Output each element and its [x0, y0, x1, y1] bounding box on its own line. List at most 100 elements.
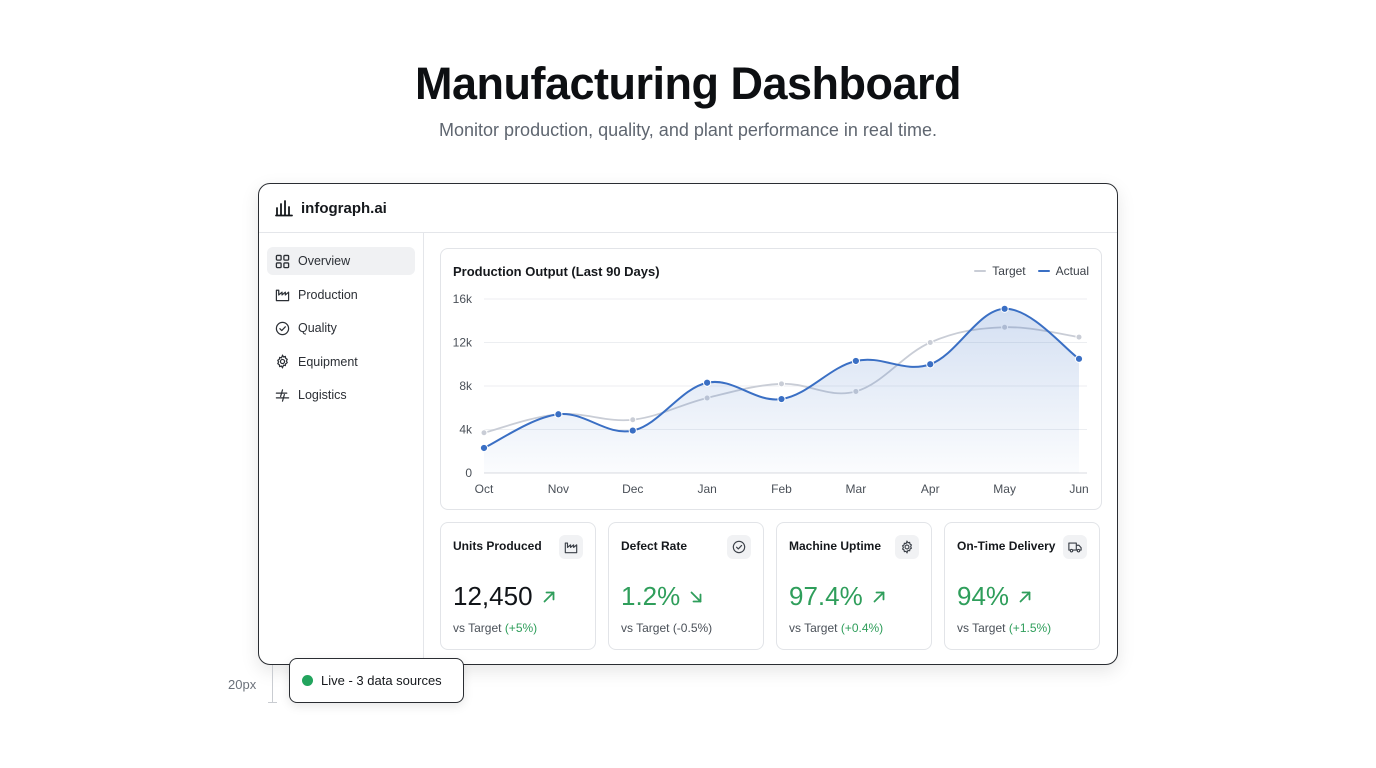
spacing-annotation-label: 20px	[228, 677, 257, 692]
kpi-title: Units Produced	[453, 539, 542, 553]
sidebar-item-quality[interactable]: Quality	[267, 314, 415, 342]
kpi-value: 1.2%	[621, 581, 704, 612]
spacing-annotation-line	[272, 665, 273, 703]
data-point-actual	[926, 360, 935, 369]
kpi-card-defect-rate[interactable]: Defect Rate 1.2% vs Target (-0.5%)	[608, 522, 764, 650]
chart-legend: Target Actual	[962, 264, 1089, 278]
data-point-target	[926, 339, 934, 346]
x-tick-label: Jun	[1069, 482, 1088, 496]
y-tick-label: 12k	[453, 336, 473, 350]
kpi-subtext: vs Target (+5%)	[453, 621, 537, 635]
kpi-subtext: vs Target (+1.5%)	[957, 621, 1051, 635]
kpi-value-text: 94%	[957, 581, 1010, 611]
series-area-actual	[484, 308, 1079, 473]
data-point-target	[1075, 333, 1083, 341]
data-point-actual	[554, 410, 563, 419]
kpi-delta: (-0.5%)	[672, 621, 713, 635]
page-subtitle: Monitor production, quality, and plant p…	[439, 120, 937, 140]
chart-title: Production Output (Last 90 Days)	[453, 264, 660, 279]
data-point-actual	[703, 378, 712, 387]
kpi-icon-badge	[727, 535, 751, 559]
kpi-icon-badge	[559, 535, 583, 559]
production-chart: 0 4k 8k 12k 16k Oct Nov Dec Jan Feb Mar Apr May Jun	[453, 292, 1089, 496]
x-tick-label: Dec	[622, 482, 643, 496]
data-point-actual	[1000, 304, 1009, 313]
sidebar-item-equipment[interactable]: Equipment	[267, 348, 415, 376]
sidebar-item-production[interactable]: Production	[267, 281, 415, 309]
kpi-subtext: vs Target (+0.4%)	[789, 621, 883, 635]
sidebar-item-logistics[interactable]: Logistics	[267, 381, 415, 409]
kpi-title: Machine Uptime	[789, 539, 882, 553]
sidebar-item-label: Quality	[298, 321, 337, 335]
data-point-actual	[851, 356, 860, 366]
data-point-target	[778, 380, 785, 388]
x-tick-label: Feb	[771, 482, 792, 496]
live-status-badge[interactable]: Live - 3 data sources	[289, 658, 464, 703]
brand-name[interactable]: infograph.ai	[301, 199, 387, 217]
kpi-value-text: 12,450	[453, 581, 533, 611]
data-point-actual	[479, 443, 489, 453]
gear-icon	[901, 540, 913, 554]
check-circle-icon	[732, 540, 746, 554]
legend-swatch-actual	[1037, 270, 1050, 272]
kpi-value: 12,450	[453, 581, 557, 612]
gear-icon	[277, 354, 288, 369]
y-tick-label: 16k	[453, 292, 473, 306]
kpi-card-units-produced[interactable]: Units Produced 12,450 vs Target (+5%)	[440, 522, 596, 650]
truck-icon	[1068, 542, 1082, 553]
kpi-title: Defect Rate	[621, 539, 688, 553]
production-chart-card: 0 4k 8k 12k 16k Oct Nov Dec Jan Feb Mar Apr May Jun P…	[440, 248, 1102, 510]
sidebar-item-overview[interactable]: Overview	[267, 247, 415, 275]
trend-down-icon	[690, 591, 702, 602]
data-point-target	[629, 416, 637, 424]
kpi-sub-prefix: vs Target	[621, 621, 670, 635]
kpi-value: 97.4%	[789, 581, 887, 612]
kpi-card-on-time-delivery[interactable]: On-Time Delivery 94% vs Target (+1.5%)	[944, 522, 1100, 650]
data-point-actual	[777, 394, 786, 404]
trend-up-icon	[1019, 591, 1031, 602]
kpi-sub-prefix: vs Target	[957, 621, 1006, 635]
trend-up-icon	[543, 591, 554, 602]
kpi-icon-badge	[1063, 535, 1087, 559]
sidebar-item-label: Overview	[298, 254, 351, 268]
sidebar: Overview Production Quality Equipment	[259, 233, 424, 664]
factory-icon	[275, 289, 290, 302]
kpi-delta: (+1.5%)	[1008, 621, 1052, 635]
sidebar-item-label: Production	[298, 287, 358, 302]
legend-label-actual: Actual	[1055, 264, 1089, 278]
trend-up-icon	[873, 591, 885, 602]
top-bar: infograph.ai	[259, 184, 1117, 233]
y-tick-label: 0	[465, 466, 472, 480]
page-title: Manufacturing Dashboard	[414, 58, 962, 109]
kpi-title: On-Time Delivery	[957, 539, 1056, 553]
legend-item-actual[interactable]: Actual	[1037, 264, 1089, 278]
kpi-value-text: 97.4%	[789, 581, 863, 611]
bar-chart-icon	[275, 200, 293, 217]
app-window: infograph.ai Overview Production Quality	[258, 183, 1118, 665]
legend-label-target: Target	[992, 264, 1026, 278]
legend-item-target[interactable]: Target	[974, 264, 1026, 278]
x-tick-label: Jan	[697, 482, 716, 496]
data-point-target	[480, 429, 488, 437]
kpi-card-machine-uptime[interactable]: Machine Uptime 97.4% vs Target (+0.4%)	[776, 522, 932, 650]
legend-swatch-target	[974, 270, 987, 272]
x-tick-label: Nov	[548, 482, 569, 496]
sidebar-item-label: Logistics	[298, 388, 347, 402]
kpi-sub-prefix: vs Target	[789, 621, 838, 635]
kpi-subtext: vs Target (-0.5%)	[621, 621, 712, 635]
grid-icon	[275, 254, 290, 268]
kpi-sub-prefix: vs Target	[453, 621, 502, 635]
check-circle-icon	[275, 321, 290, 335]
y-tick-label: 4k	[459, 423, 473, 437]
sidebar-item-label: Equipment	[298, 354, 358, 369]
x-tick-label: Oct	[475, 482, 494, 496]
data-point-actual	[1074, 354, 1084, 363]
kpi-icon-badge	[895, 535, 919, 559]
kpi-value-text: 1.2%	[621, 581, 681, 611]
data-point-actual	[628, 426, 637, 435]
x-tick-label: Apr	[921, 482, 940, 496]
y-tick-label: 8k	[459, 379, 473, 393]
transfer-icon	[275, 388, 290, 402]
kpi-delta: (+5%)	[504, 621, 538, 635]
spacing-annotation-tick	[268, 702, 277, 703]
